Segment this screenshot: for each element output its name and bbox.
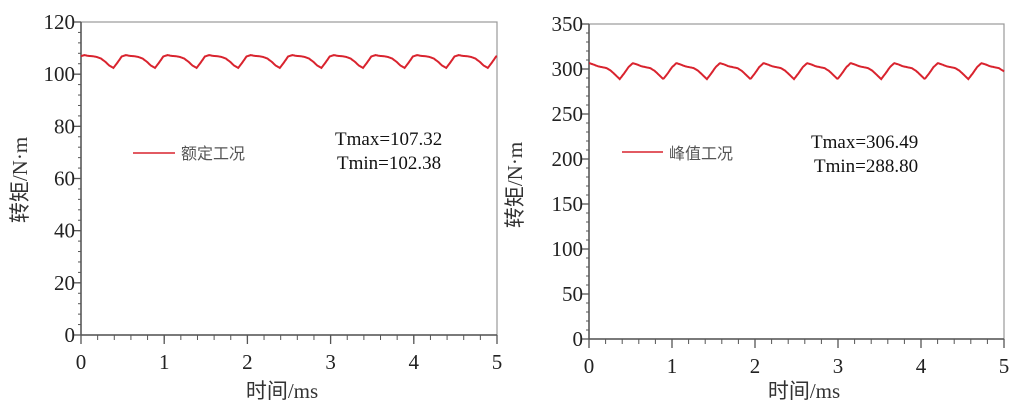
legend-label: 额定工况 bbox=[181, 144, 245, 163]
x-tick-label: 0 bbox=[76, 350, 87, 374]
plot-frame bbox=[80, 21, 498, 336]
y-tick-label: 50 bbox=[562, 282, 583, 306]
x-tick-label: 2 bbox=[242, 350, 253, 374]
legend-label: 峰值工况 bbox=[669, 144, 733, 163]
annotation-tmax: Tmax=306.49 bbox=[811, 132, 918, 153]
y-tick-label: 0 bbox=[573, 327, 584, 351]
y-axis-label: 转矩/N·m bbox=[503, 142, 527, 228]
x-tick-label: 4 bbox=[409, 350, 420, 374]
y-tick-label: 150 bbox=[552, 192, 584, 216]
x-tick-label: 1 bbox=[159, 350, 170, 374]
y-tick-label: 300 bbox=[552, 57, 584, 81]
y-tick-label: 40 bbox=[54, 219, 75, 243]
y-tick-label: 100 bbox=[44, 62, 76, 86]
y-axis-label: 转矩/N·m bbox=[8, 137, 32, 223]
y-tick-label: 20 bbox=[54, 271, 75, 295]
annotation-tmax: Tmax=107.32 bbox=[335, 129, 442, 150]
x-tick-label: 4 bbox=[916, 354, 927, 378]
chart-peak-condition: 峰值工况 Tmax=306.49 Tmin=288.80 时间/ms 转矩/N·… bbox=[503, 12, 1009, 403]
annotation-tmin: Tmin=102.38 bbox=[337, 153, 441, 174]
x-tick-label: 2 bbox=[750, 354, 761, 378]
x-tick-label: 0 bbox=[584, 354, 595, 378]
y-tick-label: 120 bbox=[44, 10, 76, 34]
x-tick-label: 5 bbox=[492, 350, 503, 374]
y-tick-label: 0 bbox=[65, 323, 76, 347]
annotation-tmin: Tmin=288.80 bbox=[814, 156, 918, 177]
x-tick-label: 3 bbox=[325, 350, 336, 374]
series-line bbox=[80, 54, 498, 70]
y-tick-label: 60 bbox=[54, 167, 75, 191]
series-line bbox=[589, 62, 1005, 81]
x-axis-label: 时间/ms bbox=[768, 379, 840, 403]
y-tick-label: 350 bbox=[552, 12, 584, 36]
chart-rated-condition: 额定工况 Tmax=107.32 Tmin=102.38 时间/ms 转矩/N·… bbox=[8, 10, 502, 403]
x-tick-label: 5 bbox=[999, 354, 1010, 378]
x-axis-label: 时间/ms bbox=[246, 379, 318, 403]
y-tick-label: 250 bbox=[552, 102, 584, 126]
y-tick-label: 100 bbox=[552, 237, 584, 261]
y-tick-label: 80 bbox=[54, 114, 75, 138]
x-tick-label: 3 bbox=[833, 354, 844, 378]
y-tick-label: 200 bbox=[552, 147, 584, 171]
x-tick-label: 1 bbox=[667, 354, 678, 378]
plot-frame bbox=[588, 23, 1005, 340]
